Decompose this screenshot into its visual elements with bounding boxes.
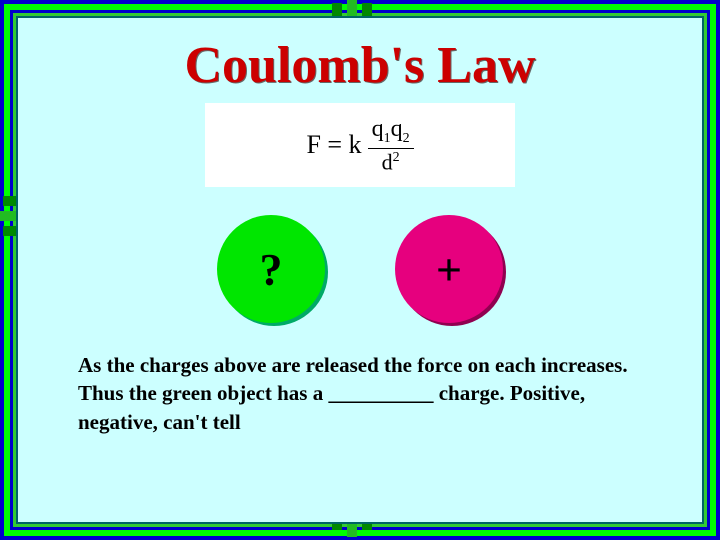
formula-denominator: d2	[382, 149, 400, 173]
formula-numerator: q1q2	[368, 117, 414, 149]
charge-positive: +	[395, 215, 503, 323]
charge-row: ? +	[18, 215, 702, 323]
formula-lhs: F = k	[306, 130, 361, 160]
outer-green-frame: Coulomb's Law F = k q1q2 d2 ? + As the c…	[4, 4, 716, 536]
inner-blue-frame: Coulomb's Law F = k q1q2 d2 ? + As the c…	[10, 10, 710, 530]
outer-blue-frame: Coulomb's Law F = k q1q2 d2 ? + As the c…	[0, 0, 720, 540]
question-text: As the charges above are released the fo…	[78, 351, 642, 436]
charge-unknown: ?	[217, 215, 325, 323]
formula-fraction: q1q2 d2	[368, 117, 414, 173]
slide-panel: Coulomb's Law F = k q1q2 d2 ? + As the c…	[16, 16, 704, 524]
slide-title: Coulomb's Law	[18, 36, 702, 95]
coulomb-formula: F = k q1q2 d2	[205, 103, 515, 187]
inner-green-frame: Coulomb's Law F = k q1q2 d2 ? + As the c…	[13, 13, 707, 527]
